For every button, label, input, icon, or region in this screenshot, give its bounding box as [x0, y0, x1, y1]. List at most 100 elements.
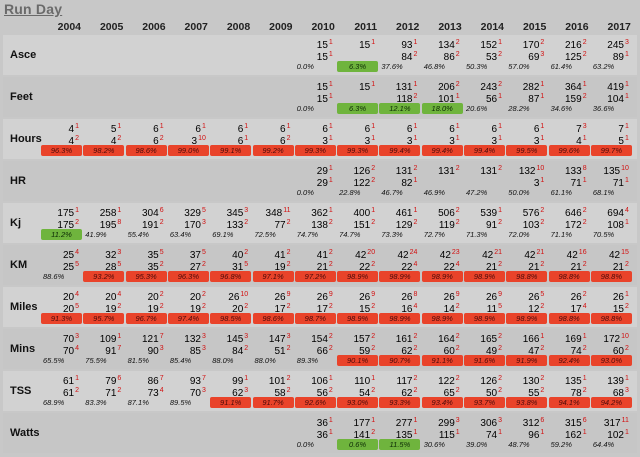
rank-superscript: 3: [286, 333, 291, 340]
rank-superscript: 2: [371, 345, 376, 352]
rank-superscript: 1: [413, 123, 418, 130]
best-value: 3641: [565, 81, 587, 93]
metric-label: Kj: [10, 217, 21, 229]
best-value: 4224: [397, 249, 418, 261]
best-value: 13510: [603, 165, 629, 177]
year-value: 961: [528, 429, 545, 441]
year-value: 151: [316, 93, 333, 105]
year-value: 612: [62, 387, 79, 399]
metric-label: Watts: [10, 427, 40, 439]
year-value: 62: [280, 135, 291, 147]
best-value: 1691: [565, 333, 587, 345]
rank-superscript: 1: [624, 375, 629, 382]
rank-superscript: 2: [328, 345, 333, 352]
cell-2013: 269 142 98.9%: [421, 287, 464, 327]
percentile-badge: 36.6%: [592, 104, 615, 113]
year-value: 174: [570, 303, 587, 315]
rank-superscript: 3: [244, 387, 249, 394]
rank-superscript: 1: [413, 429, 418, 436]
rank-superscript: 9: [455, 291, 460, 298]
year-value: 285: [105, 261, 122, 273]
best-value: 2453: [607, 39, 629, 51]
best-value: 2581: [99, 207, 122, 219]
rank-superscript: 11: [621, 417, 629, 424]
best-value: 1217: [142, 333, 164, 345]
cell-2013: 1342 862 46.8%: [421, 35, 464, 75]
cell-2006: 61 62 98.6%: [125, 119, 168, 159]
year-value: 862: [443, 51, 460, 63]
rank-superscript: 9: [328, 291, 333, 298]
year-value: 602: [443, 345, 460, 357]
percentile-badge: 91.1%: [210, 397, 252, 408]
year-value: 492: [485, 345, 502, 357]
rank-superscript: 1: [540, 81, 545, 88]
year-value: 1011: [438, 93, 460, 105]
rank-superscript: 2: [159, 135, 164, 142]
rank-superscript: 3: [244, 207, 249, 214]
year-value: 662: [316, 345, 333, 357]
percentile-badge: 99.2%: [252, 145, 294, 156]
year-value: 1351: [395, 429, 418, 441]
best-value: 796: [105, 375, 122, 387]
percentile-badge: 0.6%: [337, 439, 379, 450]
rank-superscript: 7: [159, 333, 164, 340]
rank-superscript: 2: [75, 135, 79, 142]
rank-superscript: 1: [582, 177, 587, 184]
rank-superscript: 2: [582, 261, 587, 268]
cell-2016: 1351 782 94.1%: [548, 371, 591, 411]
best-value: 2162: [565, 39, 587, 51]
year-value: 1512: [353, 219, 376, 231]
rank-superscript: 2: [117, 135, 122, 142]
rank-superscript: 1: [624, 51, 629, 58]
year-value: 205: [62, 303, 79, 315]
metric-row-mins: Mins 703 704 65.5% 1091 917 75.5% 1217 903 81.5% 1…: [3, 329, 637, 369]
cell-2010: 291 291 0.0%: [294, 161, 337, 201]
cell-2014: 269 115 98.9%: [463, 287, 506, 327]
cell-2017: 17210 602 93.0%: [590, 329, 633, 369]
year-value: 31: [322, 135, 333, 147]
percentile-badge: 64.4%: [592, 440, 615, 449]
year-value: 912: [485, 219, 502, 231]
best-value: 204: [105, 291, 122, 303]
rank-superscript: 21: [536, 249, 545, 256]
rank-superscript: 2: [244, 303, 249, 310]
percentile-badge: 98.9%: [337, 313, 379, 324]
best-value: 402: [232, 249, 249, 261]
rank-superscript: 5: [117, 261, 122, 268]
cell-2010: 151 151 0.0%: [294, 35, 337, 75]
percentile-badge: 34.6%: [550, 104, 572, 113]
best-value: 3621: [311, 207, 333, 219]
rank-superscript: 4: [75, 249, 79, 256]
year-value: 1032: [522, 219, 545, 231]
year-value: 1703: [184, 219, 206, 231]
best-value: 3295: [184, 207, 206, 219]
percentile-badge: 98.9%: [337, 271, 379, 282]
percentile-badge: 98.9%: [464, 313, 505, 324]
year-value: 310: [191, 135, 206, 147]
rank-superscript: 2: [413, 165, 418, 172]
cell-2007: 61 310 99.0%: [167, 119, 210, 159]
rank-superscript: 5: [498, 303, 502, 310]
rank-superscript: 1: [582, 81, 587, 88]
cell-2008: 402 315 96.8%: [209, 245, 252, 285]
year-value: 842: [232, 345, 249, 357]
rank-superscript: 20: [367, 249, 376, 256]
cell-2017: 2453 891 63.2%: [590, 35, 633, 75]
year-header-2017: 2017: [607, 21, 631, 33]
percentile-badge: 98.8%: [506, 271, 548, 282]
cell-2011: 61 31 99.3%: [336, 119, 379, 159]
best-value: 4001: [353, 207, 376, 219]
best-value: 1172: [396, 375, 418, 387]
rank-superscript: 23: [451, 249, 460, 256]
rank-superscript: 4: [582, 303, 587, 310]
year-value: 917: [105, 345, 122, 357]
cell-2014: 2432 561 20.6%: [463, 77, 506, 117]
best-value: 5391: [480, 207, 502, 219]
cell-2009: 1473 512 88.0%: [252, 329, 295, 369]
best-value: 3126: [522, 417, 545, 429]
metric-label: Hours: [10, 133, 42, 145]
year-value: 472: [528, 345, 545, 357]
best-value: 13210: [518, 165, 545, 177]
rank-superscript: 1: [540, 429, 545, 436]
best-value: 71: [618, 123, 629, 135]
